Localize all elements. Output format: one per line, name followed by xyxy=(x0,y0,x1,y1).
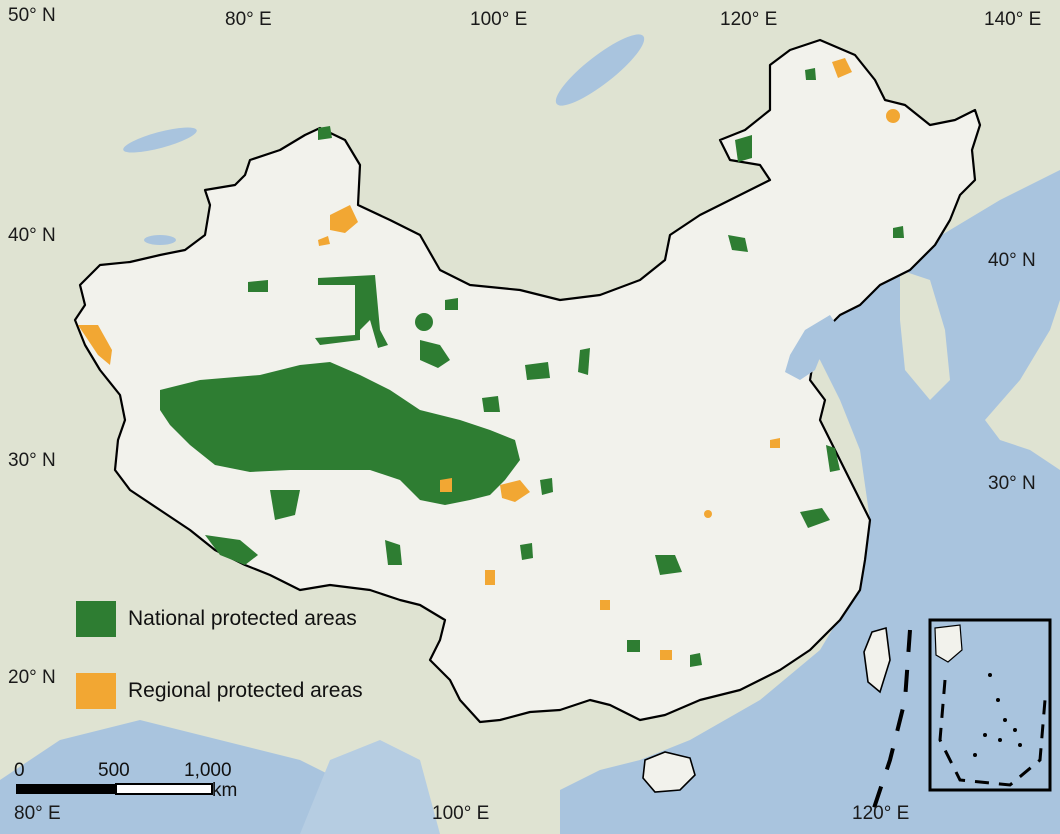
regional-area-sichuan xyxy=(500,480,530,502)
legend: National protected areas Regional protec… xyxy=(76,600,363,744)
inset-land xyxy=(934,624,963,663)
lake-balkhash xyxy=(123,127,197,153)
regional-area-yunnan xyxy=(485,570,495,585)
top-label-120e: 120° E xyxy=(720,9,778,30)
scale-bar-graphic xyxy=(16,783,213,795)
bohai-sea xyxy=(785,315,840,380)
national-area-ne-2 xyxy=(728,235,748,252)
national-area-south-1 xyxy=(627,640,640,652)
left-label-40n: 40° N xyxy=(8,225,56,246)
scale-units: km xyxy=(212,780,238,801)
regional-area-hunan xyxy=(704,510,712,518)
right-label-30n: 30° N xyxy=(988,473,1036,494)
lake-baikal xyxy=(555,34,645,106)
bottom-label-80e: 80° E xyxy=(14,803,61,824)
regional-area-coast xyxy=(770,438,780,448)
left-label-20n: 20° N xyxy=(8,667,56,688)
bottom-label-120e: 120° E xyxy=(852,803,910,824)
legend-swatch-regional xyxy=(76,673,116,709)
top-label-140e: 140° E xyxy=(984,9,1042,30)
regional-area-junggar-2 xyxy=(318,236,330,246)
japan xyxy=(985,300,1060,470)
regional-protected-areas xyxy=(78,58,900,660)
national-area-north-1 xyxy=(318,126,332,140)
regional-area-guangxi xyxy=(660,650,672,660)
right-label-40n: 40° N xyxy=(988,250,1036,271)
inset-dash xyxy=(938,679,1047,787)
south-asia-bay xyxy=(300,740,440,834)
regional-area-sichuan-2 xyxy=(440,478,452,492)
top-label-50n: 50° N xyxy=(8,5,56,26)
national-area-himalaya xyxy=(205,535,258,565)
regional-area-ne-2 xyxy=(832,58,852,78)
national-area-hubei xyxy=(800,508,830,528)
national-area-lopnur xyxy=(315,275,388,348)
top-label-80e: 80° E xyxy=(225,9,272,30)
national-area-sichuan-1 xyxy=(540,478,553,495)
hainan xyxy=(642,751,696,793)
dashed-boundary xyxy=(868,629,912,821)
legend-item-national: National protected areas xyxy=(76,600,363,638)
legend-label-regional: Regional protected areas xyxy=(128,679,363,702)
national-area-north-2 xyxy=(805,68,816,80)
inset-islands xyxy=(973,673,1022,757)
national-area-ne-3 xyxy=(893,226,904,238)
national-area-central xyxy=(655,555,682,575)
national-area-ordos xyxy=(578,348,590,375)
national-area-south-2 xyxy=(690,653,702,667)
regional-area-ne xyxy=(886,109,900,123)
korea xyxy=(900,270,950,400)
regional-area-pamir xyxy=(78,325,112,365)
national-area-circle xyxy=(415,313,433,331)
left-label-30n: 30° N xyxy=(8,450,56,471)
taiwan xyxy=(863,626,891,694)
national-area-nm xyxy=(445,298,458,310)
national-area-qinghai-2 xyxy=(525,362,550,380)
top-label-100e: 100° E xyxy=(470,9,528,30)
national-area-coast xyxy=(826,445,840,472)
national-area-qinghai-tibet xyxy=(160,362,520,505)
regional-area-junggar xyxy=(330,205,358,233)
national-area-ne-1 xyxy=(735,135,752,162)
scale-label-500: 500 xyxy=(98,760,130,781)
legend-item-regional: Regional protected areas xyxy=(76,672,363,710)
legend-label-national: National protected areas xyxy=(128,607,357,630)
scale-label-1000: 1,000 xyxy=(184,760,232,781)
national-area-gansu xyxy=(482,396,500,412)
bottom-label-100e: 100° E xyxy=(432,803,490,824)
national-area-tibet-south xyxy=(270,490,300,520)
lake-issyk xyxy=(144,235,176,245)
national-protected-areas xyxy=(160,68,904,667)
legend-swatch-national xyxy=(76,601,116,637)
national-area-sichuan-2 xyxy=(520,543,533,560)
regional-area-south xyxy=(600,600,610,610)
china-outline xyxy=(73,38,982,724)
national-area-hengduan xyxy=(385,540,402,565)
indian-ocean xyxy=(0,720,380,834)
scale-label-0: 0 xyxy=(14,760,25,781)
national-area-qaidam xyxy=(420,340,450,368)
national-area-nw xyxy=(248,280,268,292)
